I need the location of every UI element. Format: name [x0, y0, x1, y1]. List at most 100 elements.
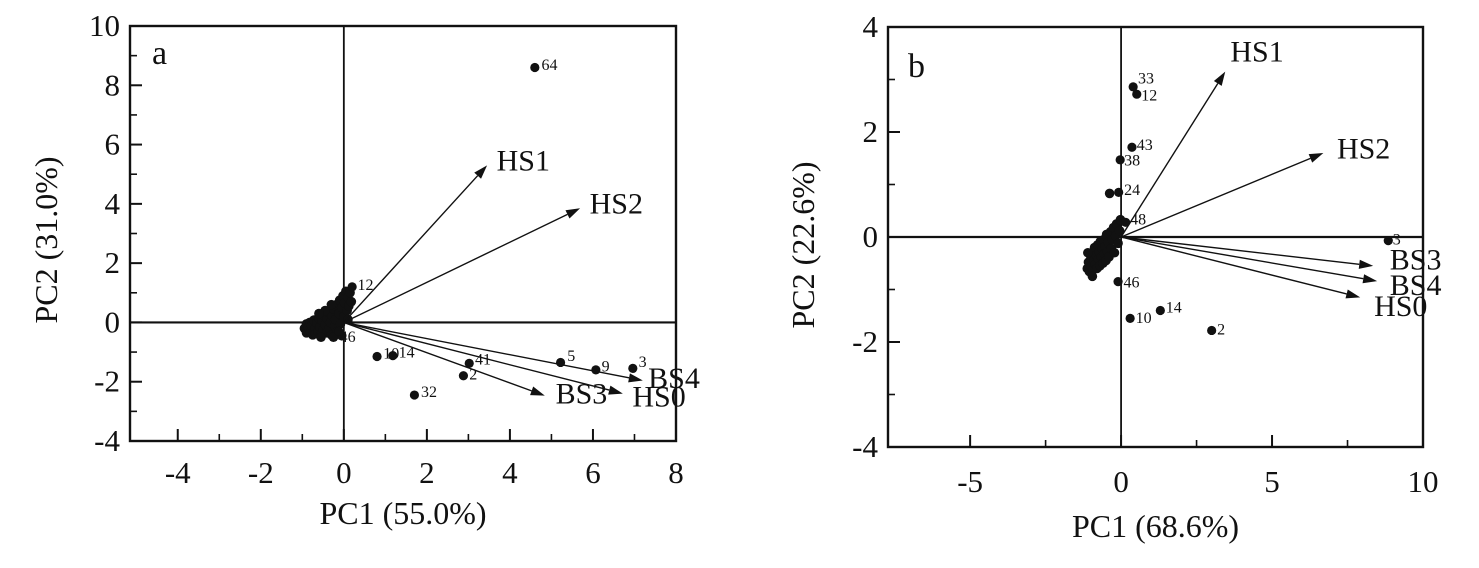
y-tick-label: 0: [863, 219, 879, 254]
cluster-point: [1083, 247, 1093, 258]
loading-arrow-BS4: [343, 321, 630, 379]
cluster-point: [328, 332, 339, 343]
loading-arrowhead-HS1: [474, 165, 488, 179]
sample-point-label-3: 3: [1393, 231, 1401, 248]
sample-point-38: [1115, 155, 1125, 165]
x-axis-title: PC1 (55.0%): [319, 495, 486, 531]
sample-point-label-14: 14: [399, 344, 415, 361]
loading-arrow-HS0: [1120, 236, 1347, 295]
sample-point-41: [464, 358, 474, 368]
sample-point-14: [1155, 305, 1165, 316]
loading-label-HS2: HS2: [1337, 132, 1390, 165]
loading-label-HS2: HS2: [590, 187, 643, 220]
sample-point-label-41: 41: [475, 352, 491, 369]
sample-point-33: [1128, 82, 1138, 92]
x-tick-label: 2: [419, 455, 435, 490]
sample-point-5: [555, 357, 566, 368]
loading-arrowhead-HS2: [1308, 153, 1324, 163]
sample-point-46: [334, 326, 344, 336]
loading-label-HS1: HS1: [497, 145, 550, 178]
y-tick-label: -2: [94, 364, 120, 399]
y-tick-label: 8: [105, 67, 121, 102]
sample-point-label-43: 43: [1137, 137, 1153, 154]
panel-letter: a: [152, 35, 167, 72]
cluster-point: [316, 332, 326, 343]
x-tick-label: 4: [502, 455, 518, 490]
x-tick-label: 6: [585, 455, 601, 490]
loading-arrow-HS1: [343, 175, 479, 323]
sample-point-3: [628, 363, 638, 373]
sample-point-24: [1114, 187, 1124, 197]
x-tick-label: 0: [336, 455, 352, 490]
x-tick-label: -4: [165, 455, 191, 490]
loading-label-BS3: BS3: [1390, 244, 1442, 277]
x-tick-label: -2: [248, 455, 274, 490]
y-tick-label: -4: [852, 429, 878, 464]
loading-arrow-HS0: [343, 321, 610, 391]
loading-arrowhead-BS4: [628, 373, 643, 383]
sample-point-label-38: 38: [1124, 153, 1140, 170]
loading-arrow-HS2: [1120, 157, 1311, 238]
x-tick-label: -5: [957, 464, 983, 499]
loading-arrow-HS2: [343, 213, 568, 324]
sample-point-label-3: 3: [639, 354, 647, 371]
sample-point-label-10: 10: [1136, 310, 1152, 327]
x-tick-label: 10: [1408, 464, 1439, 499]
x-tick-label: 8: [668, 455, 684, 490]
cluster-point: [1087, 271, 1098, 282]
sample-point-label-14: 14: [1166, 300, 1182, 317]
x-tick-label: 0: [1113, 464, 1129, 499]
loading-label-BS4: BS4: [648, 362, 700, 395]
sample-point-label-64: 64: [541, 57, 557, 74]
sample-point-46: [1113, 277, 1123, 287]
y-tick-label: -2: [852, 324, 878, 359]
sample-point-32: [409, 390, 420, 400]
loading-arrowhead-BS3: [530, 386, 545, 396]
sample-point-label-12: 12: [1141, 88, 1157, 105]
y-tick-label: 2: [863, 114, 879, 149]
y-axis-title: PC2 (22.6%): [785, 161, 821, 328]
y-tick-label: 4: [105, 186, 121, 221]
loading-arrowhead-BS4: [1362, 274, 1378, 284]
sample-point-10: [372, 351, 382, 362]
cluster-point: [346, 296, 357, 307]
y-tick-label: 10: [89, 8, 120, 43]
sample-point-14: [388, 351, 398, 361]
loading-label-HS0: HS0: [632, 381, 685, 414]
sample-point-label-46: 46: [1123, 274, 1139, 291]
sample-point-10: [1125, 313, 1135, 323]
loading-arrowhead-HS0: [1345, 289, 1361, 299]
cluster-point: [314, 308, 324, 319]
loading-arrow-BS3: [343, 321, 532, 392]
y-tick-label: -4: [94, 423, 120, 458]
sample-point-label-2: 2: [1217, 322, 1225, 339]
loading-arrowhead-HS0: [608, 385, 623, 395]
sample-point-12: [347, 282, 357, 292]
cluster-point: [335, 319, 346, 329]
sample-point-9: [591, 365, 601, 375]
sample-point-label-46: 46: [340, 329, 356, 346]
cluster-point: [1113, 238, 1123, 249]
y-tick-label: 4: [863, 9, 879, 44]
loading-arrow-HS1: [1120, 83, 1219, 238]
panel-letter: b: [908, 48, 925, 85]
y-tick-label: 6: [105, 127, 121, 162]
sample-point-2: [458, 371, 469, 381]
sample-point-label-5: 5: [567, 348, 575, 365]
loading-arrowhead-HS2: [565, 208, 581, 219]
sample-point-3: [1383, 236, 1393, 246]
loading-label-HS1: HS1: [1230, 36, 1283, 69]
sample-point-label-2: 2: [469, 366, 477, 383]
sample-point-12: [1132, 89, 1142, 99]
y-tick-label: 2: [105, 245, 121, 280]
sample-point-48: [1121, 217, 1131, 227]
x-axis-title: PC1 (68.6%): [1072, 508, 1239, 544]
sample-point-64: [530, 62, 540, 73]
y-tick-label: 0: [105, 304, 121, 339]
loading-label-HS0: HS0: [1374, 290, 1427, 323]
sample-point-label-24: 24: [1124, 182, 1140, 199]
loading-arrow-BS4: [1120, 236, 1364, 280]
loading-arrowhead-HS1: [1213, 71, 1226, 86]
